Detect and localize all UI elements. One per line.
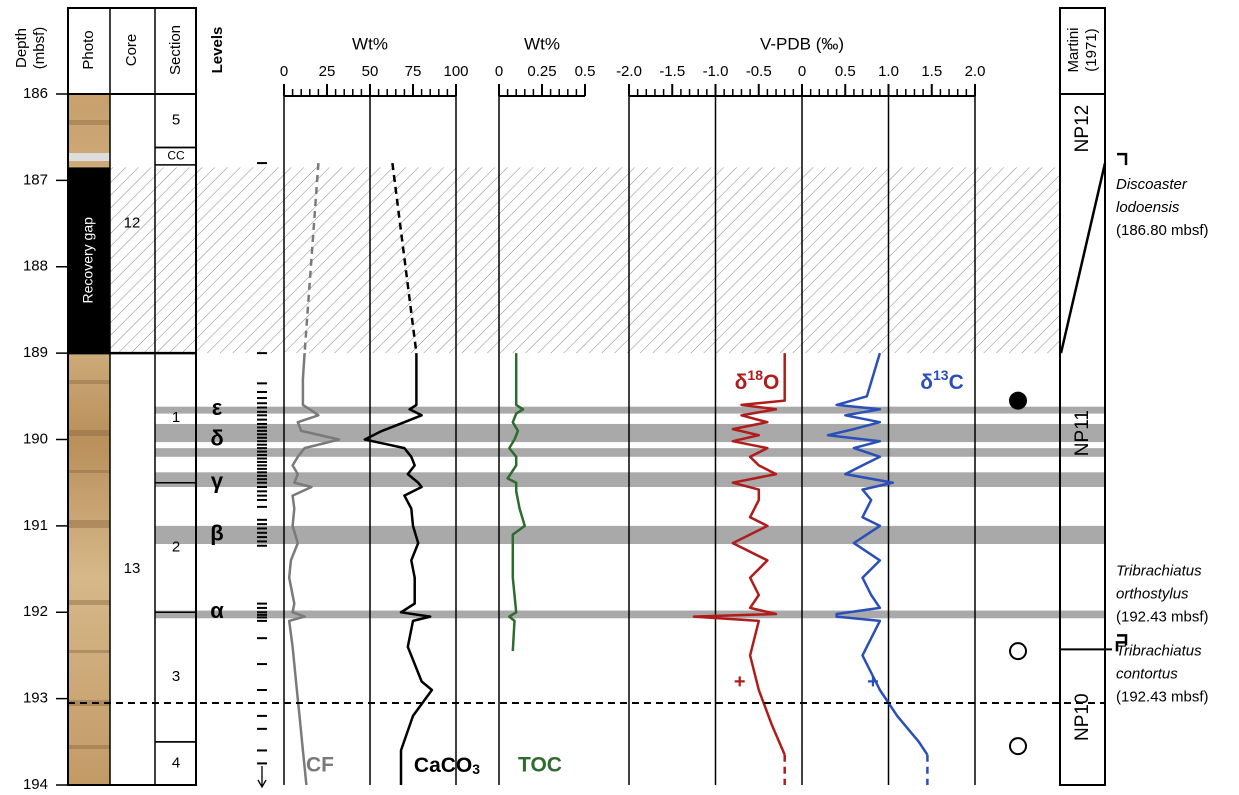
series-label: δ13C	[920, 367, 964, 393]
x-tick-label: -1.5	[659, 63, 685, 80]
series-label: CF	[306, 754, 334, 777]
curve	[287, 353, 341, 786]
depth-tick-label: 186	[23, 85, 48, 102]
level-band	[155, 610, 1105, 619]
plus-marker	[734, 676, 745, 687]
x-tick-label: 0.5	[575, 63, 596, 80]
depth-tick-label: 194	[23, 776, 48, 793]
curve	[506, 353, 527, 652]
level-label: α	[210, 598, 224, 623]
x-tick-label: 1.0	[878, 63, 899, 80]
zone-transition	[1059, 162, 1107, 354]
x-tick-label: 0	[798, 63, 806, 80]
event-text: (192.43 mbsf)	[1116, 608, 1209, 625]
x-tick-label: 0.25	[527, 63, 556, 80]
zone-frame	[1059, 7, 1106, 786]
x-tick-label: -0.5	[746, 63, 772, 80]
series-label: δ18O	[735, 367, 780, 393]
curve	[363, 353, 434, 785]
hatched-gap	[110, 167, 1060, 354]
depth-tick-label: 192	[23, 603, 48, 620]
core-header: Core	[123, 34, 140, 67]
x-tick-label: 0.5	[835, 63, 856, 80]
level-label: δ	[210, 425, 223, 450]
axis-label: Wt%	[524, 34, 560, 53]
x-tick-label: 2.0	[965, 63, 986, 80]
section-header: Section	[167, 25, 184, 75]
column-frame	[67, 7, 197, 786]
x-tick-label: 0	[495, 63, 503, 80]
level-band	[155, 525, 1105, 545]
section-label: 1	[172, 409, 180, 426]
curve	[692, 353, 786, 756]
recovery-gap-label: Recovery gap	[80, 217, 96, 304]
depth-tick-label: 191	[23, 517, 48, 534]
event-text: Tribrachiatus	[1116, 562, 1202, 579]
level-band	[155, 448, 1105, 457]
x-tick-label: -2.0	[616, 63, 642, 80]
section-label: 4	[172, 754, 180, 771]
event-text: (192.43 mbsf)	[1116, 688, 1209, 705]
x-tick-label: 1.5	[921, 63, 942, 80]
level-label: γ	[211, 469, 224, 494]
photo-header: Photo	[80, 30, 97, 69]
depth-tick-label: 187	[23, 171, 48, 188]
section-label: CC	[167, 148, 185, 162]
depth-tick-label: 188	[23, 258, 48, 275]
section-label: 5	[172, 112, 180, 129]
depth-tick-label: 189	[23, 344, 48, 361]
x-tick-label: 25	[319, 63, 336, 80]
foreground-layer: Depth (mbsf) Photo Core Section Levels M…	[13, 7, 1209, 793]
levels-arrow	[257, 766, 267, 789]
event-bracket	[1115, 641, 1126, 652]
sample-open	[1009, 642, 1027, 661]
curve-gap	[391, 162, 418, 354]
photo-gap-strip	[68, 153, 110, 161]
section-label: 3	[172, 668, 180, 685]
x-tick-label: 100	[443, 63, 468, 80]
level-label: β	[210, 520, 223, 545]
zone-label: NP10	[1072, 693, 1093, 741]
depth-tick-label: 193	[23, 690, 48, 707]
photo-streaks	[68, 120, 110, 749]
levels-header: Levels	[209, 27, 226, 74]
recovery-gap	[68, 167, 110, 354]
series-label: TOC	[518, 754, 562, 777]
sample-filled	[1009, 391, 1027, 410]
x-tick-label: -1.0	[703, 63, 729, 80]
depth-header: Depth	[13, 28, 30, 68]
level-label: ε	[212, 395, 223, 420]
core-label: 12	[124, 215, 141, 232]
depth-tick-label: 190	[23, 430, 48, 447]
section-label: 2	[172, 538, 180, 555]
event-text: orthostylus	[1116, 585, 1189, 602]
axis-label: V-PDB (‰)	[760, 34, 844, 53]
event-text: Tribrachiatus	[1116, 642, 1202, 659]
level-band	[155, 406, 1105, 414]
series-label: CaCO3	[414, 754, 480, 777]
curve-gap	[303, 163, 320, 354]
event-text: lodoensis	[1116, 199, 1180, 216]
event-bracket	[1117, 152, 1128, 166]
zone-label: NP11	[1072, 410, 1093, 456]
plus-marker	[867, 676, 878, 687]
curve	[826, 352, 929, 756]
zone-header: Martini	[1065, 27, 1082, 72]
level-band	[155, 472, 1105, 488]
sample-open	[1009, 737, 1027, 756]
core-label: 13	[124, 560, 141, 577]
zone-header: (1971)	[1083, 28, 1100, 71]
zone-label: NP12	[1072, 105, 1093, 153]
x-tick-label: 0	[280, 63, 288, 80]
background-layer: Recovery gap	[68, 94, 1105, 785]
x-tick-label: 50	[362, 63, 379, 80]
x-tick-label: 75	[405, 63, 422, 80]
event-text: (186.80 mbsf)	[1116, 222, 1209, 239]
event-text: Discoaster	[1116, 176, 1188, 193]
axis-label: Wt%	[352, 34, 388, 53]
level-band	[155, 423, 1105, 443]
depth-header: (mbsf)	[31, 27, 48, 70]
event-text: contortus	[1116, 665, 1178, 682]
